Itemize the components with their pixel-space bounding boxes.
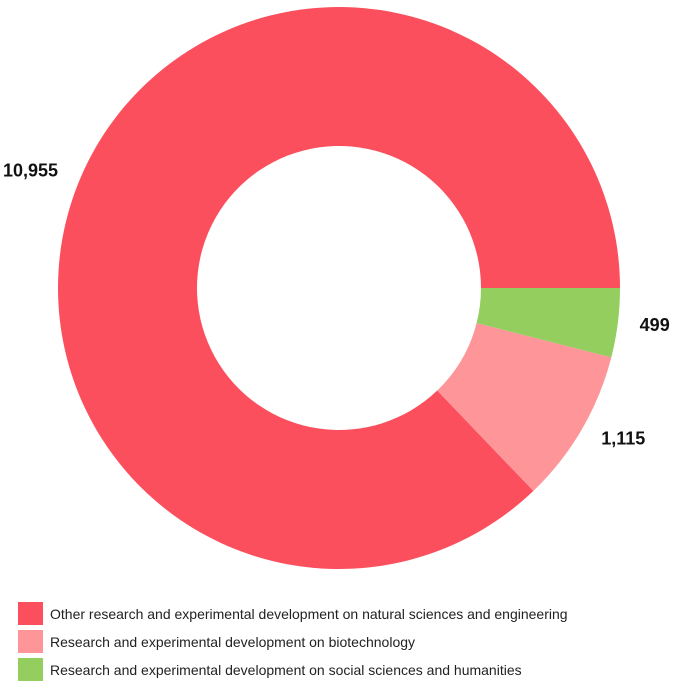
pie-slice: [437, 323, 612, 491]
chart-legend: Other research and experimental developm…: [18, 602, 568, 686]
donut-chart: 10,955 1,115 499: [3, 7, 670, 570]
legend-label: Research and experimental development on…: [50, 661, 522, 678]
pie-slice: [58, 7, 621, 570]
chart-slices: [58, 7, 621, 570]
data-label: 499: [640, 315, 670, 335]
legend-swatch: [18, 630, 43, 653]
legend-item: Research and experimental development on…: [18, 658, 568, 681]
data-label: 1,115: [601, 429, 645, 449]
legend-swatch: [18, 658, 43, 681]
pie-slice: [476, 288, 620, 358]
legend-label: Research and experimental development on…: [50, 633, 416, 650]
legend-item: Research and experimental development on…: [18, 630, 568, 653]
chart-data-labels: 10,955 1,115 499: [3, 161, 670, 449]
legend-label: Other research and experimental developm…: [50, 605, 568, 622]
data-label: 10,955: [3, 161, 58, 181]
legend-item: Other research and experimental developm…: [18, 602, 568, 625]
legend-swatch: [18, 602, 43, 625]
